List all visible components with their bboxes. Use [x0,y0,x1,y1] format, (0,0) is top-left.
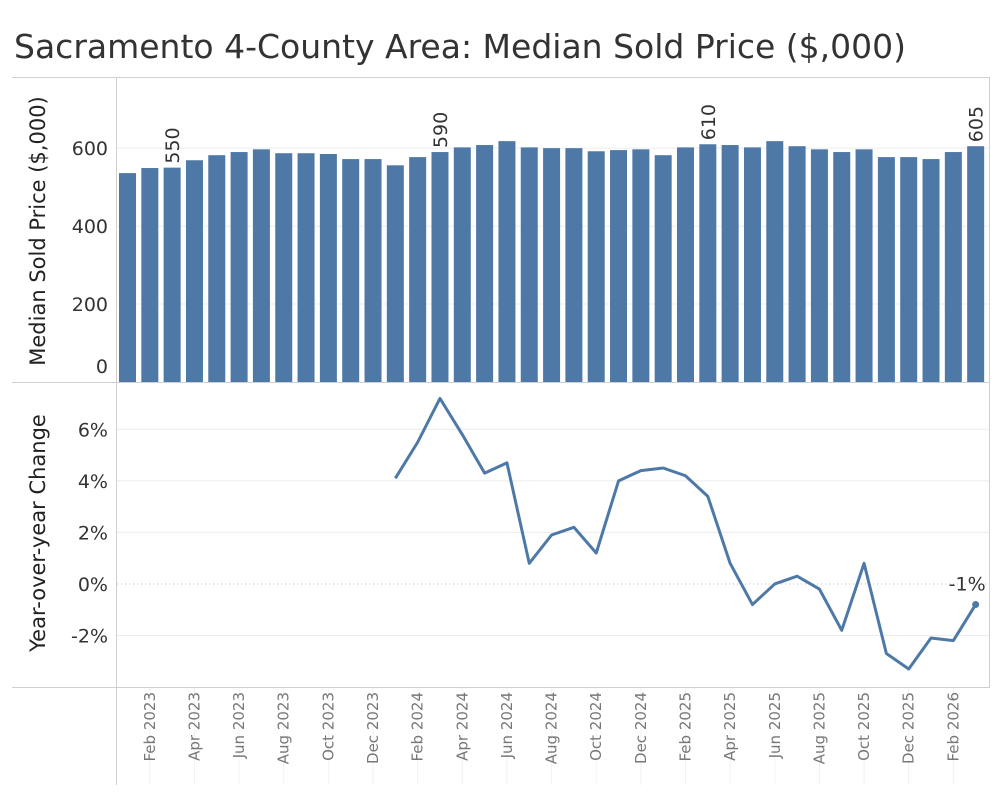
bar-y-tick-label: 600 [72,138,108,160]
x-tick-label: Feb 2025 [677,692,695,762]
line-y-tick-label: 0% [78,574,108,596]
yoy-line [394,396,977,671]
line-y-tick-label: -2% [71,625,108,647]
bar [900,157,918,382]
bar-y-tick-label: 400 [72,216,108,238]
line-end-label: -1% [949,574,986,596]
x-tick-label: Feb 2026 [944,692,962,762]
bar [141,168,159,382]
bar [743,147,761,382]
bar [252,149,270,382]
bar [610,150,628,382]
bar [944,152,962,382]
bar-y-tick-label: 0 [96,356,108,378]
bar-data-label: 590 [430,112,452,148]
bar-data-label: 610 [698,104,720,140]
bar [632,149,650,382]
x-tick-label: Jun 2023 [230,692,248,759]
x-tick-label: Aug 2025 [810,692,828,764]
bar [766,141,784,382]
bar-data-label: 550 [162,127,184,163]
x-tick-label: Apr 2023 [185,692,203,761]
bar [520,147,538,382]
chart-title: Sacramento 4-County Area: Median Sold Pr… [14,27,906,66]
tick-labels: 0 200 400 600 -2% 0% 2% 4% 6% 550 590 610 605 -1% Feb … [71,104,988,764]
bar-series [119,141,985,382]
x-tick-label: Feb 2024 [409,692,427,762]
x-tick-label: Dec 2024 [632,692,650,764]
bar [386,165,404,382]
line-y-tick-label: 6% [78,419,108,441]
bar [476,145,494,382]
x-tick-label: Oct 2023 [319,692,337,761]
bar [699,144,717,382]
bar [453,147,471,382]
bar [810,149,828,382]
bar [833,152,851,382]
x-tick-label: Aug 2023 [275,692,293,764]
bar [230,152,248,382]
bar [788,146,806,382]
x-tick-label: Jun 2024 [498,692,516,759]
x-tick-label: Apr 2024 [453,692,471,761]
bar [364,159,382,382]
line-y-axis-label: Year-over-year Change [26,414,50,653]
bar-y-tick-label: 200 [72,294,108,316]
bar [565,148,583,382]
x-tick-label: Aug 2024 [543,692,561,764]
bar [208,155,226,382]
line-y-tick-label: 4% [78,471,108,493]
bar [319,154,337,382]
line-point [972,601,980,609]
line-series [394,396,980,671]
bar [185,160,203,382]
bar [967,146,985,382]
bar [654,155,672,382]
line-y-tick-label: 2% [78,522,108,544]
bar [677,147,694,382]
bar [922,159,940,382]
bar [119,173,136,382]
bar [431,152,449,382]
x-tick-label: Apr 2025 [721,692,739,761]
bar [163,167,181,382]
bar [342,159,360,382]
x-tick-label: Feb 2023 [141,692,159,762]
bar [498,141,516,382]
bar [409,157,427,382]
bar-data-label: 605 [966,106,988,142]
bar [877,157,895,382]
bar [721,145,739,382]
x-tick-label: Oct 2025 [855,692,873,761]
x-tick-label: Oct 2024 [587,692,605,761]
bar [855,149,873,382]
bar [297,153,315,382]
x-tick-label: Dec 2025 [900,692,918,764]
bar-y-axis-label: Median Sold Price ($,000) [26,96,50,365]
bar [275,153,293,382]
bar [587,151,605,382]
x-tick-label: Jun 2025 [766,692,784,759]
bar [543,148,561,382]
x-tick-label: Dec 2023 [364,692,382,764]
axes [12,77,990,785]
